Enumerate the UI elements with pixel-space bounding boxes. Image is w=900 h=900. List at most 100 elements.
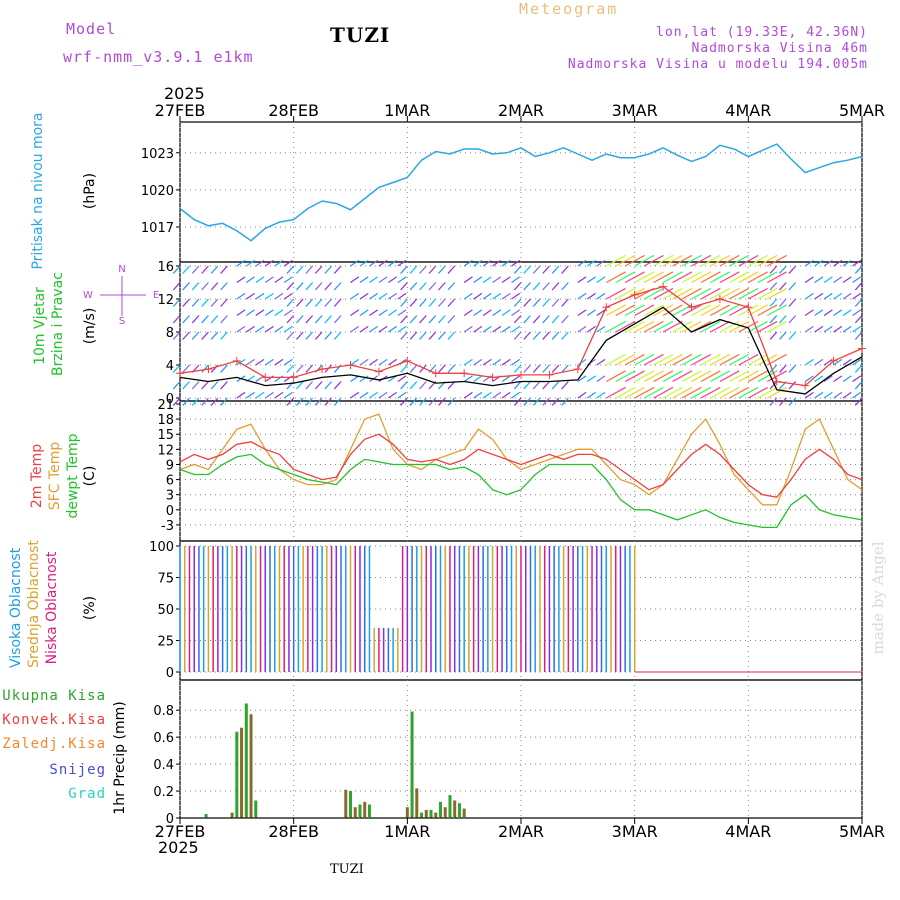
wind-arrow [634, 320, 655, 333]
wind-arrow [274, 259, 284, 267]
wind-arrow [511, 325, 521, 333]
wind-arrow [388, 259, 397, 267]
wind-arrow [473, 358, 483, 366]
wind-arrow [634, 304, 655, 317]
wind-arrow [296, 298, 304, 307]
wind-arrow [757, 287, 778, 300]
wind-arrow [172, 282, 181, 291]
wind-arrow [274, 309, 284, 316]
wind-arrow [283, 358, 293, 366]
wind-arrow [191, 298, 200, 307]
wind-arrow [672, 271, 693, 284]
compass-w: W [83, 290, 93, 301]
wind-arrow [551, 381, 560, 390]
wind-arrow [624, 271, 645, 284]
wind-arrow [691, 271, 712, 284]
wind-arrow [172, 397, 181, 406]
wind-arrow [400, 397, 408, 406]
wind-arrow [210, 397, 219, 406]
wind-arrow [551, 364, 560, 373]
wind-arrow [691, 254, 712, 267]
wind-arrow [523, 381, 531, 390]
wind-arrow [182, 265, 190, 274]
wind-arrow [823, 358, 833, 366]
wind-arrow [653, 320, 674, 333]
wind-arrow [305, 282, 314, 291]
wind-arrow [823, 391, 833, 399]
wind-arrow [532, 265, 541, 274]
wind-arrow [191, 315, 200, 324]
wind-arrow [643, 320, 664, 333]
wind-arrow [419, 298, 427, 307]
wind-arrow [615, 386, 636, 399]
compass-cross [100, 276, 146, 316]
wind-arrow [596, 358, 606, 366]
wind-arrow [854, 298, 863, 307]
wind-arrow [757, 304, 778, 317]
wind-arrow [757, 271, 778, 284]
wind-arrow [757, 254, 778, 267]
wind-arrow [852, 375, 862, 382]
wind-arrow [523, 315, 531, 324]
x-tick-label-top-1: 28FEB [268, 101, 319, 120]
wind-arrow [823, 375, 833, 382]
wind-arrow [586, 375, 596, 382]
wind-arrow [804, 325, 814, 333]
wind-arrow [842, 276, 852, 283]
wind-arrow [283, 325, 293, 333]
wind-arrow [255, 292, 265, 300]
wind-arrow [296, 331, 304, 340]
wind-arrow [245, 325, 255, 333]
wind-arrow [833, 259, 843, 267]
wind-arrow [769, 315, 778, 324]
precip-bar [453, 800, 457, 818]
wind-arrow [314, 397, 323, 406]
wind-arrow [814, 292, 824, 300]
wind-arrow [511, 292, 521, 300]
wind-arrow [523, 397, 531, 406]
wind-arrow [463, 391, 473, 399]
wind-arrow [182, 331, 190, 340]
wind-arrow [542, 265, 550, 274]
wind-arrow [400, 298, 408, 307]
t2m-line [179, 433, 863, 498]
wind-arrow [710, 304, 731, 317]
wind-gust-marker [801, 381, 810, 390]
wind-arrow [719, 353, 740, 366]
wind-arrow [324, 315, 333, 324]
wind-arrow [255, 391, 265, 399]
wind-arrow [419, 265, 427, 274]
wind-arrow [201, 298, 209, 307]
wind-arrow [804, 358, 814, 366]
wind-arrow [748, 271, 768, 284]
y-tick-label-1-3: 12 [157, 293, 174, 308]
wind-arrow [333, 265, 342, 274]
wind-arrow [551, 331, 560, 340]
wind-arrow [513, 315, 522, 324]
elevation-label: Nadmorska Visina 46m [691, 41, 868, 56]
wind-arrow [333, 298, 342, 307]
wind-arrow [615, 370, 636, 383]
wind-arrow [577, 358, 587, 366]
wind-arrow [748, 304, 768, 317]
wind-arrow [511, 309, 521, 316]
wind-arrow [283, 309, 293, 316]
wind-gust-marker [431, 369, 440, 378]
wind-arrow [662, 386, 683, 399]
wind-gust-marker [318, 365, 327, 374]
wind-arrow [769, 265, 778, 274]
x-tick-label-top-5: 4MAR [725, 101, 771, 120]
wind-gust-marker [232, 356, 241, 365]
wind-arrow [653, 287, 674, 300]
wind-arrow [428, 282, 437, 291]
wind-arrow [710, 271, 731, 284]
wind-arrow [482, 391, 492, 399]
wind-arrow [501, 391, 511, 399]
model-label: Model [66, 20, 117, 38]
precip-bar [367, 804, 371, 818]
wind-arrow [700, 287, 721, 300]
x-tick-label-top-4: 3MAR [612, 101, 658, 120]
wind-arrow [378, 276, 388, 283]
y-tick-label-2-1: 0 [166, 504, 174, 519]
wind-arrow [729, 353, 749, 366]
